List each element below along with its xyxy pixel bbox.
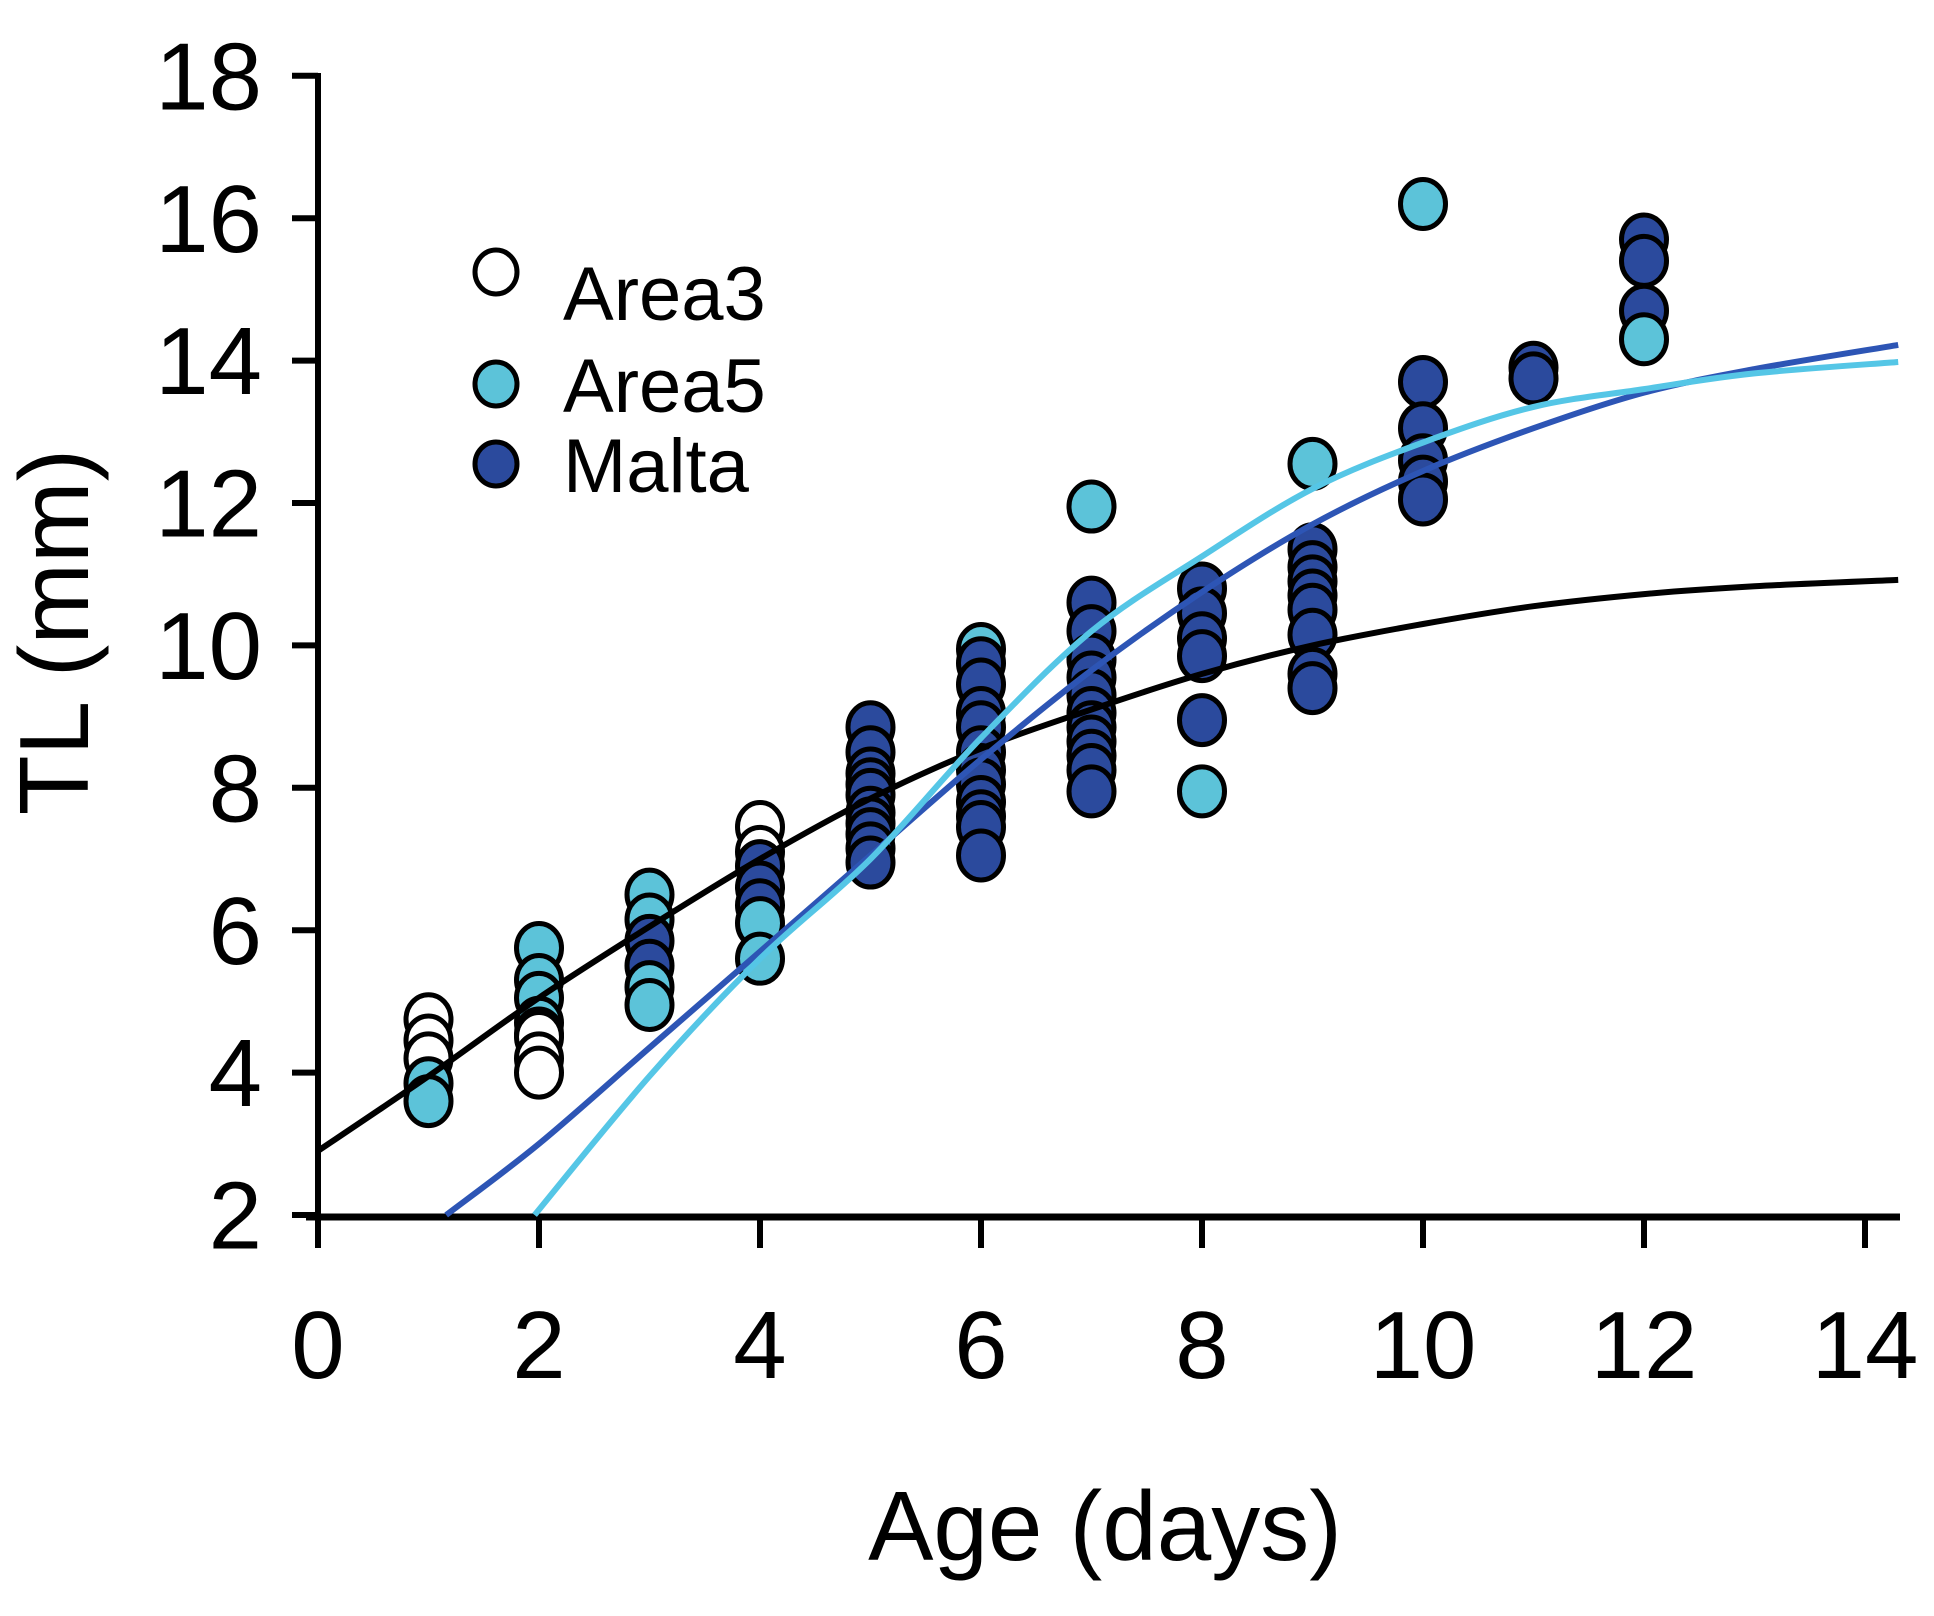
data-point-area3 bbox=[514, 1045, 564, 1100]
x-tick-label: 4 bbox=[733, 1292, 786, 1399]
legend-label-area5: Area5 bbox=[563, 344, 766, 429]
data-point-malta bbox=[1287, 661, 1338, 716]
legend-label-area3: Area3 bbox=[563, 252, 766, 337]
data-point-area5 bbox=[624, 977, 675, 1032]
y-tick-label: 10 bbox=[155, 593, 262, 700]
x-axis-title: Age (days) bbox=[868, 1471, 1342, 1581]
data-point-malta bbox=[1177, 693, 1227, 748]
data-point-malta bbox=[1398, 472, 1448, 527]
y-tick-label: 4 bbox=[209, 1020, 262, 1127]
x-tick-label: 8 bbox=[1175, 1292, 1228, 1399]
data-point-malta bbox=[1066, 764, 1117, 819]
y-tick-label: 8 bbox=[209, 735, 262, 842]
data-point-area5 bbox=[1177, 764, 1227, 819]
data-point-area5 bbox=[1619, 312, 1669, 367]
y-axis-title: TL (mm) bbox=[0, 449, 109, 816]
fit-curve-area3 bbox=[316, 576, 1899, 1154]
data-point-area5 bbox=[1398, 176, 1448, 231]
x-tick-label: 10 bbox=[1370, 1292, 1477, 1399]
legend-label-malta: Malta bbox=[563, 424, 750, 509]
y-tick-label: 12 bbox=[155, 451, 262, 558]
data-point-malta bbox=[956, 828, 1006, 883]
legend: Area3 Area5 Malta bbox=[472, 247, 766, 509]
legend-marker-area3 bbox=[472, 247, 520, 297]
x-tick-label: 14 bbox=[1812, 1292, 1919, 1399]
legend-marker-area5 bbox=[472, 359, 520, 409]
data-point-malta bbox=[1619, 233, 1669, 288]
y-tick-label: 16 bbox=[155, 166, 262, 273]
data-point-malta bbox=[1508, 351, 1559, 406]
y-tick-label: 6 bbox=[209, 878, 262, 985]
y-tick-label: 2 bbox=[209, 1163, 262, 1270]
x-tick-label: 0 bbox=[291, 1292, 344, 1399]
legend-marker-malta bbox=[472, 439, 520, 489]
x-tick-label: 12 bbox=[1591, 1292, 1698, 1399]
data-point-malta bbox=[1398, 354, 1448, 409]
y-tick-label: 14 bbox=[155, 308, 262, 415]
x-tick-label: 2 bbox=[512, 1292, 565, 1399]
y-tick-label: 18 bbox=[155, 23, 262, 130]
fit-curve-malta bbox=[444, 341, 1899, 1218]
data-point-area5 bbox=[1066, 479, 1117, 534]
fit-curve-area5 bbox=[532, 359, 1899, 1217]
x-tick-label: 6 bbox=[954, 1292, 1007, 1399]
